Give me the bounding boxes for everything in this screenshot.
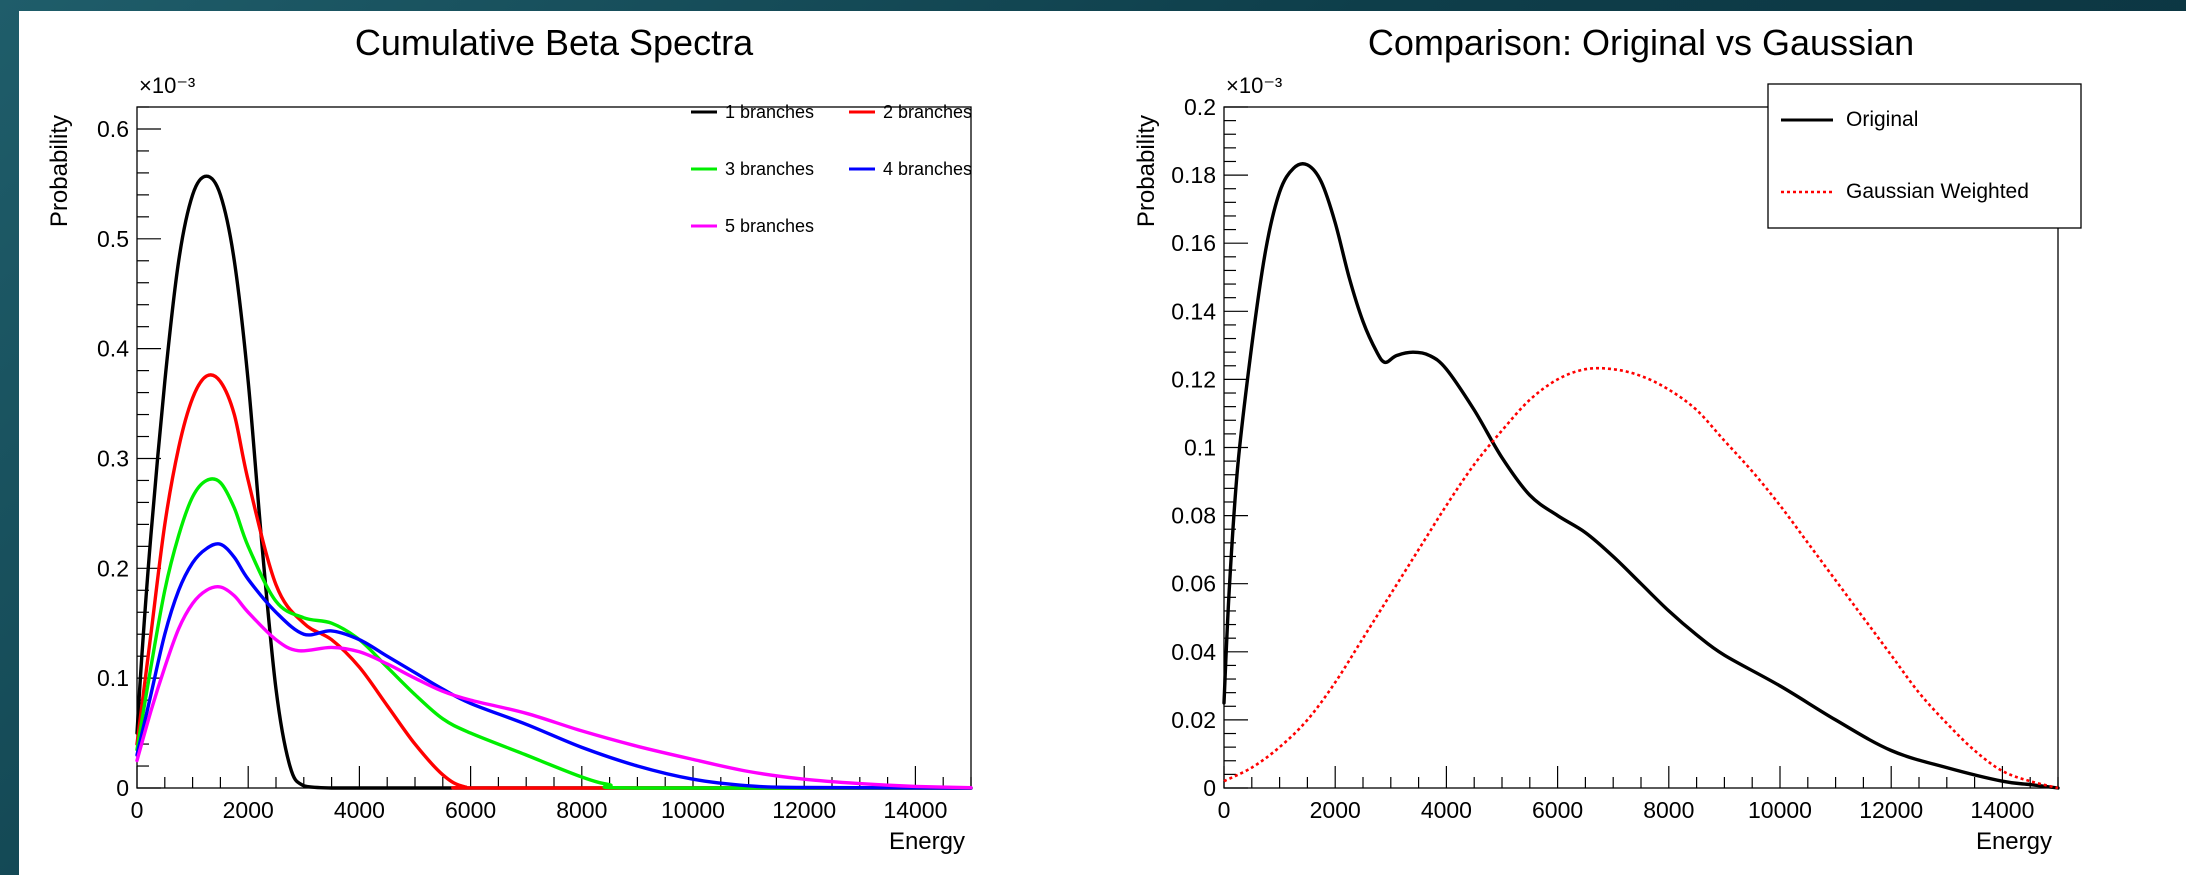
y-tick-label: 0 <box>116 775 129 801</box>
series-line-4-branches <box>135 542 973 790</box>
series-line-original <box>1222 162 2060 790</box>
x-tick-label: 6000 <box>1532 797 1583 823</box>
x-tick-label: 0 <box>1218 797 1231 823</box>
legend-label: 2 branches <box>883 102 972 122</box>
legend-box <box>1767 83 2082 229</box>
chart-panel-2: Comparison: Original vs Gaussian 0 2000 400… <box>1133 22 2082 855</box>
x-tick-label: 12000 <box>1859 797 1923 823</box>
y-tick-label: 0.06 <box>1171 571 1216 597</box>
legend-label: Gaussian Weighted <box>1846 180 2029 203</box>
y-tick-label: 0.1 <box>1184 435 1216 461</box>
y-axis-label: Probability <box>46 115 73 227</box>
y-tick-label: 0.08 <box>1171 503 1216 529</box>
chart-title: Cumulative Beta Spectra <box>355 22 754 63</box>
legend-label: 1 branches <box>725 102 814 122</box>
x-tick-label: 10000 <box>1748 797 1812 823</box>
legend-label: 5 branches <box>725 216 814 236</box>
y-tick-label: 0.3 <box>97 445 129 471</box>
series-line-gaussian-weighted <box>1223 366 2059 790</box>
y-tick-label: 0.02 <box>1171 707 1216 733</box>
x-tick-label: 10000 <box>661 797 725 823</box>
legend-label: 3 branches <box>725 159 814 179</box>
y-tick-label: 0.14 <box>1171 298 1216 324</box>
y-tick-label: 0.2 <box>1184 94 1216 120</box>
y-exponent-label: ×10⁻³ <box>139 73 195 98</box>
series-line-5-branches <box>135 585 973 790</box>
plot-frame <box>136 106 972 789</box>
legend: 1 branches 2 branches 3 branches 4 branches… <box>691 102 972 236</box>
y-tick-label: 0.12 <box>1171 366 1216 392</box>
chart-title: Comparison: Original vs Gaussian <box>1368 22 1914 63</box>
series-line-3-branches <box>135 477 973 790</box>
x-tick-label: 14000 <box>883 797 947 823</box>
figure-canvas: Cumulative Beta Spectra 0 2000 4000 6000 8000… <box>19 11 2186 875</box>
x-tick-label: 2000 <box>223 797 274 823</box>
chart-panel-1: Cumulative Beta Spectra 0 2000 4000 6000 8000… <box>46 22 973 855</box>
y-tick-label: 0.4 <box>97 336 129 362</box>
x-tick-label: 12000 <box>772 797 836 823</box>
x-tick-label: 6000 <box>445 797 496 823</box>
x-axis-label: Energy <box>1976 828 2052 855</box>
x-tick-label: 8000 <box>556 797 607 823</box>
x-tick-label: 4000 <box>334 797 385 823</box>
y-exponent-label: ×10⁻³ <box>1226 73 1282 98</box>
legend-label: Original <box>1846 108 1918 131</box>
y-tick-label: 0.16 <box>1171 230 1216 256</box>
series-line-2-branches <box>135 373 973 790</box>
figure-svg: Cumulative Beta Spectra 0 2000 4000 6000 8000… <box>46 22 2082 855</box>
x-tick-label: 2000 <box>1310 797 1361 823</box>
y-tick-label: 0.04 <box>1171 639 1216 665</box>
x-tick-label: 8000 <box>1643 797 1694 823</box>
y-tick-label: 0.18 <box>1171 162 1216 188</box>
y-tick-label: 0.6 <box>97 116 129 142</box>
legend-label: 4 branches <box>883 159 972 179</box>
y-tick-label: 0.2 <box>97 555 129 581</box>
y-tick-label: 0 <box>1203 775 1216 801</box>
x-axis-label: Energy <box>889 828 965 855</box>
x-tick-label: 14000 <box>1970 797 2034 823</box>
x-tick-label: 4000 <box>1421 797 1472 823</box>
x-tick-label: 0 <box>131 797 144 823</box>
y-tick-label: 0.1 <box>97 665 129 691</box>
legend: Original Gaussian Weighted <box>1767 83 2082 229</box>
y-tick-label: 0.5 <box>97 226 129 252</box>
y-axis-label: Probability <box>1133 115 1160 227</box>
series-line-1-branches <box>135 174 973 790</box>
